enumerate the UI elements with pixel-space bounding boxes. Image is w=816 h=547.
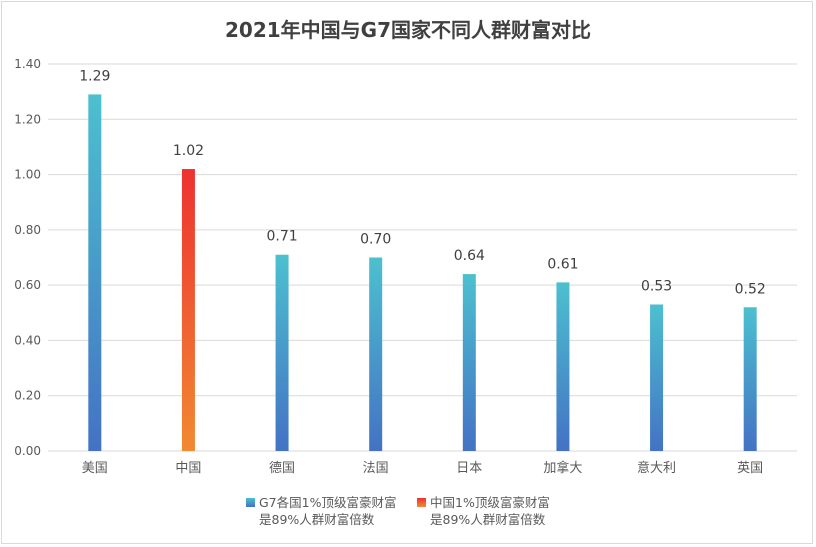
legend-label-g7-line1: G7各国1%顶级富豪财富 bbox=[259, 495, 397, 510]
data-labels: 1.29 1.02 0.71 0.70 0.64 0.61 0.53 0.52 bbox=[79, 68, 766, 297]
bar-g7[interactable] bbox=[369, 257, 383, 452]
chart-title: 2021年中国与G7国家不同人群财富对比 bbox=[225, 18, 591, 42]
y-tick-label: 0.40 bbox=[14, 333, 41, 347]
x-axis: 美国 中国 德国 法国 日本 加拿大 意大利 英国 bbox=[82, 460, 763, 476]
bar-g7[interactable] bbox=[556, 282, 570, 451]
bar-g7[interactable] bbox=[743, 307, 757, 451]
legend-label-china: 中国1%顶级富豪财富 是89%人群财富倍数 bbox=[430, 494, 576, 528]
legend: G7各国1%顶级富豪财富 是89%人群财富倍数 中国1%顶级富豪财富 是89%人… bbox=[246, 494, 576, 528]
y-tick-label: 1.20 bbox=[14, 112, 41, 126]
y-tick-label: 0.60 bbox=[14, 278, 41, 292]
legend-item-g7[interactable]: G7各国1%顶级富豪财富 是89%人群财富倍数 bbox=[246, 494, 405, 528]
data-label: 0.61 bbox=[547, 256, 578, 272]
legend-item-china[interactable]: 中国1%顶级富豪财富 是89%人群财富倍数 bbox=[417, 494, 576, 528]
legend-label-china-line2: 是89%人群财富倍数 bbox=[430, 512, 546, 527]
y-tick-label: 1.40 bbox=[14, 57, 41, 71]
x-tick-label: 英国 bbox=[737, 461, 763, 476]
y-axis: 0.00 0.20 0.40 0.60 0.80 1.00 1.20 1.40 bbox=[14, 57, 41, 458]
x-tick-label: 美国 bbox=[82, 461, 108, 476]
x-tick-label: 加拿大 bbox=[543, 460, 582, 476]
data-label: 0.70 bbox=[360, 232, 391, 248]
x-tick-label: 中国 bbox=[175, 461, 201, 476]
x-tick-label: 德国 bbox=[269, 461, 295, 476]
legend-label-g7-line2: 是89%人群财富倍数 bbox=[259, 512, 375, 527]
x-tick-label: 意大利 bbox=[637, 460, 676, 476]
data-label: 0.53 bbox=[641, 278, 672, 294]
x-tick-label: 日本 bbox=[456, 461, 482, 476]
legend-swatch-china bbox=[417, 498, 426, 507]
bar-g7[interactable] bbox=[462, 274, 476, 451]
bar-g7[interactable] bbox=[275, 254, 289, 451]
data-label: 1.02 bbox=[173, 143, 204, 159]
legend-label-china-line1: 中国1%顶级富豪财富 bbox=[430, 495, 550, 510]
data-label: 0.71 bbox=[266, 229, 297, 245]
y-tick-label: 0.00 bbox=[14, 444, 41, 458]
bar-g7[interactable] bbox=[650, 304, 664, 451]
y-tick-label: 1.00 bbox=[14, 168, 41, 182]
data-label: 1.29 bbox=[79, 68, 110, 84]
gridlines bbox=[48, 63, 797, 452]
bars bbox=[88, 94, 757, 452]
y-tick-label: 0.80 bbox=[14, 223, 41, 237]
legend-label-g7: G7各国1%顶级富豪财富 是89%人群财富倍数 bbox=[259, 494, 405, 528]
y-tick-label: 0.20 bbox=[14, 389, 41, 403]
legend-swatch-g7 bbox=[246, 498, 255, 507]
x-tick-label: 法国 bbox=[363, 461, 389, 476]
bar-g7[interactable] bbox=[88, 94, 102, 452]
data-label: 0.64 bbox=[454, 248, 485, 264]
bar-china[interactable] bbox=[181, 169, 195, 452]
data-label: 0.52 bbox=[735, 281, 766, 297]
